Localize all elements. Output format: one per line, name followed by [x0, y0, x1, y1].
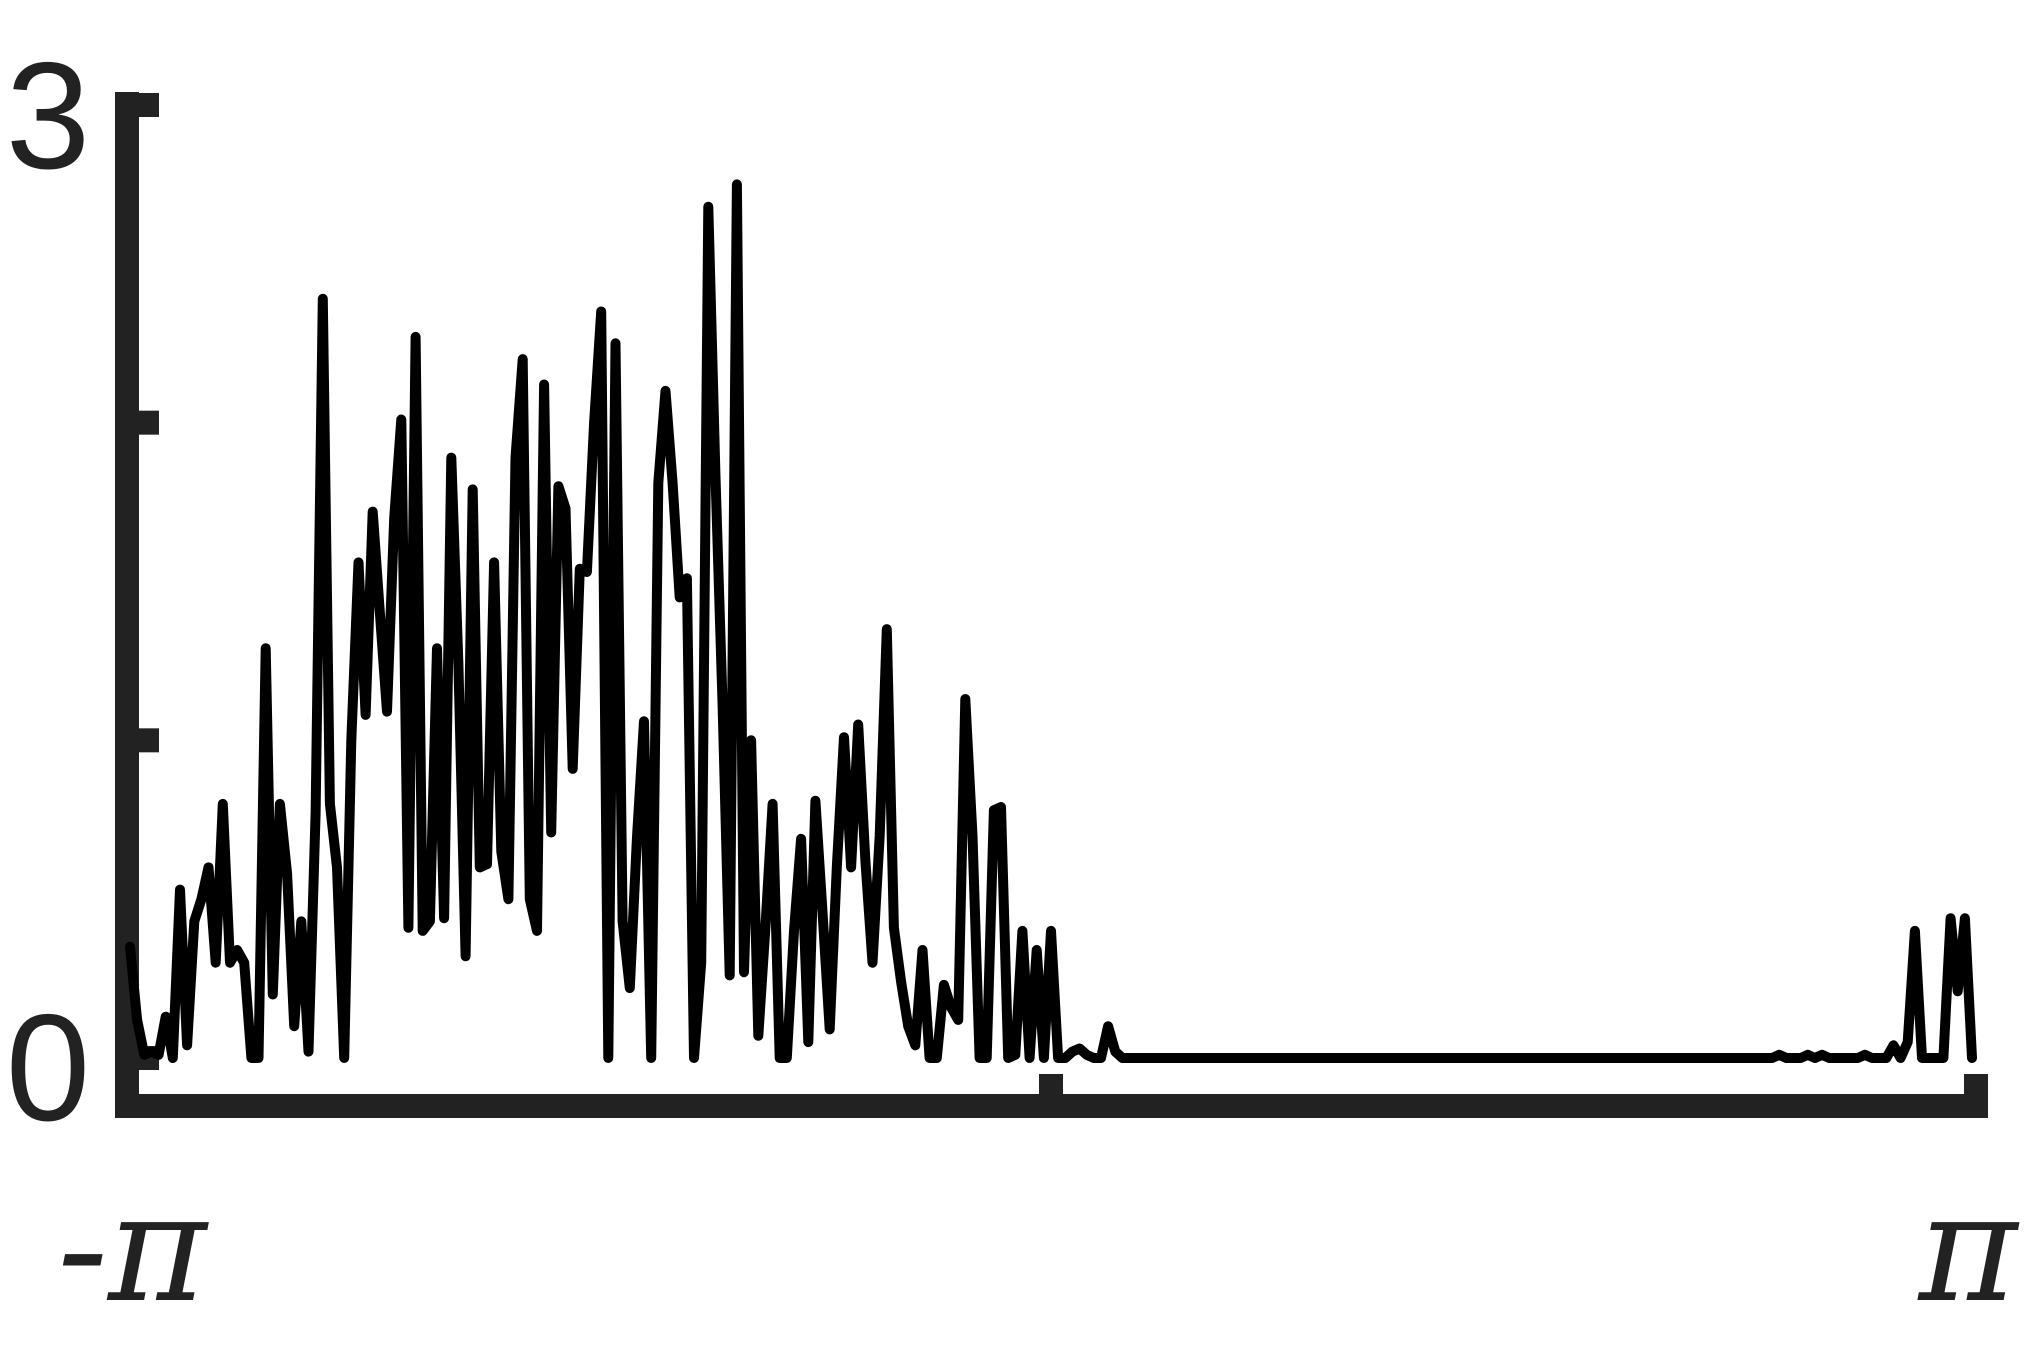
x-tick-label-neg-pi: -π: [57, 1162, 209, 1336]
y-tick-labels: 0 3: [6, 31, 91, 1153]
x-tick-label-pi: π: [1917, 1162, 2020, 1336]
x-tick-0: [115, 1074, 139, 1096]
x-tick-labels: -π π: [57, 1162, 2019, 1336]
x-ticks: [115, 1074, 1988, 1096]
series-group: [125, 179, 1977, 1063]
x-tick-1: [1039, 1074, 1063, 1096]
x-axis-line: [115, 1094, 1988, 1118]
y-tick-label-3: 3: [6, 31, 91, 201]
y-tick-label-0: 0: [6, 983, 91, 1153]
y-tick-1: [139, 728, 159, 753]
y-ticks: [139, 93, 159, 1070]
axes: [115, 92, 1988, 1118]
series-line: [125, 179, 1977, 1063]
y-tick-3: [139, 93, 159, 117]
y-tick-2: [139, 410, 159, 435]
x-tick-2: [1964, 1074, 1988, 1096]
